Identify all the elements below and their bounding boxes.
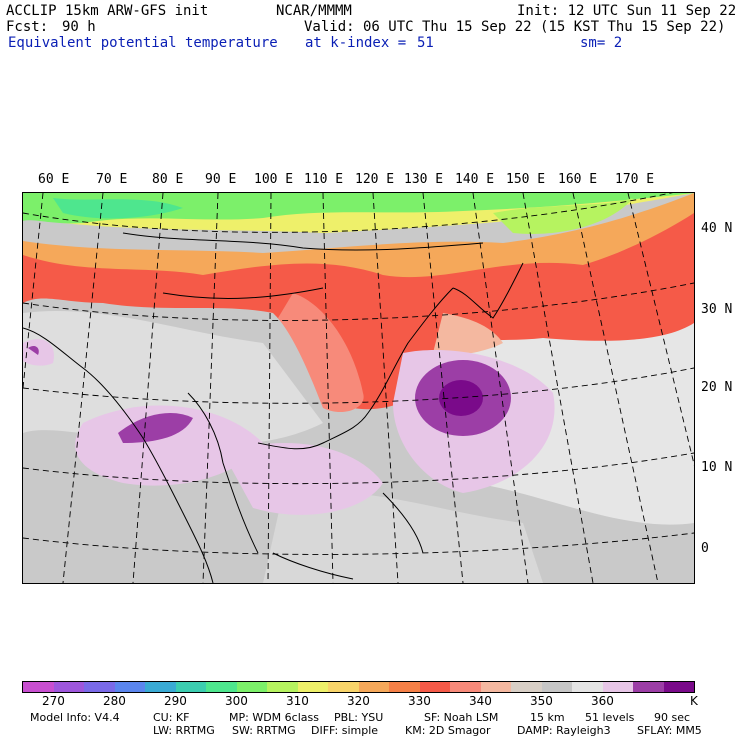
colorbar-swatch xyxy=(23,682,54,692)
lat-label: 0 xyxy=(701,541,709,556)
init-time: Init: 12 UTC Sun 11 Sep 22 xyxy=(517,3,737,19)
lat-label: 30 N xyxy=(701,302,733,317)
model-info: Model Info: V4.4 xyxy=(30,711,120,724)
lat-label: 20 N xyxy=(701,380,733,395)
colorbar-swatch xyxy=(53,682,84,692)
cumulus-scheme: CU: KF xyxy=(153,711,190,724)
colorbar-swatch xyxy=(511,682,542,692)
colorbar-tick: 280 xyxy=(103,694,126,708)
colorbar-swatch xyxy=(480,682,511,692)
field-salmon-plume xyxy=(433,313,503,355)
lon-label: 90 E xyxy=(205,172,237,187)
field-purple-patch xyxy=(28,345,39,355)
colorbar-swatch xyxy=(358,682,389,692)
coastlines xyxy=(23,232,524,583)
colorbar-swatch xyxy=(663,682,694,692)
colorbar-swatch xyxy=(84,682,115,692)
colorbar-unit: K xyxy=(690,694,698,708)
colorbar-swatch xyxy=(541,682,572,692)
lon-label: 130 E xyxy=(404,172,444,187)
field-light-grey xyxy=(23,310,323,444)
lon-label: 100 E xyxy=(254,172,294,187)
lon-label: 80 E xyxy=(152,172,184,187)
colorbar-tick: 340 xyxy=(469,694,492,708)
colorbar-tick: 360 xyxy=(591,694,614,708)
level-label: at k-index = xyxy=(305,35,407,51)
colorbar-swatch xyxy=(145,682,176,692)
surface-scheme: SF: Noah LSM xyxy=(424,711,499,724)
colorbar-swatch xyxy=(633,682,664,692)
field-orange-band xyxy=(23,193,694,278)
colorbar-swatch xyxy=(602,682,633,692)
surface-layer-scheme: SFLAY: MM5 xyxy=(637,724,702,737)
field-name: Equivalent potential temperature xyxy=(8,35,278,51)
lon-label: 170 E xyxy=(615,172,655,187)
valid-time: Valid: 06 UTC Thu 15 Sep 22 (15 KST Thu … xyxy=(304,19,726,35)
diffusion-scheme: DIFF: simple xyxy=(311,724,379,737)
time-step: 90 sec xyxy=(654,711,691,724)
field-green-patch xyxy=(493,198,633,234)
colorbar-swatch xyxy=(236,682,267,692)
colorbar-tick: 330 xyxy=(408,694,431,708)
colorbar-tick: 270 xyxy=(42,694,65,708)
grid-spacing: 15 km xyxy=(530,711,565,724)
vertical-levels: 51 levels xyxy=(585,711,635,724)
colorbar-swatch xyxy=(267,682,298,692)
forecast-label: Fcst: xyxy=(6,19,49,35)
colorbar-swatch xyxy=(297,682,328,692)
shortwave-scheme: SW: RRTMG xyxy=(232,724,296,737)
lat-label: 40 N xyxy=(701,221,733,236)
lon-label: 140 E xyxy=(455,172,495,187)
lon-label: 60 E xyxy=(38,172,70,187)
colorbar xyxy=(22,681,695,693)
colorbar-tick: 300 xyxy=(225,694,248,708)
lat-label: 10 N xyxy=(701,460,733,475)
field-salmon-plume xyxy=(278,293,364,413)
field-lavender xyxy=(75,405,263,486)
map-title: ACCLIP 15km ARW-GFS init xyxy=(6,3,209,19)
field-purple-patch xyxy=(118,413,193,443)
theta-e-map xyxy=(22,192,695,584)
level-value: 51 xyxy=(417,35,434,51)
colorbar-swatch xyxy=(328,682,359,692)
forecast-hour: 90 h xyxy=(62,19,96,35)
colorbar-swatch xyxy=(419,682,450,692)
field-warm-belt xyxy=(23,203,694,410)
graticule xyxy=(23,193,694,583)
colorbar-swatch xyxy=(389,682,420,692)
lon-label: 110 E xyxy=(304,172,344,187)
damping-scheme: DAMP: Rayleigh3 xyxy=(517,724,611,737)
colorbar-swatch xyxy=(175,682,206,692)
colorbar-tick: 350 xyxy=(530,694,553,708)
colorbar-swatch xyxy=(450,682,481,692)
colorbar-tick: 320 xyxy=(347,694,370,708)
field-green-band xyxy=(23,193,694,224)
eddy-scheme: KM: 2D Smagor xyxy=(405,724,491,737)
lon-label: 70 E xyxy=(96,172,128,187)
lon-label: 120 E xyxy=(355,172,395,187)
field-light-grey xyxy=(263,490,543,583)
colorbar-swatch xyxy=(572,682,603,692)
longwave-scheme: LW: RRTMG xyxy=(153,724,215,737)
pbl-scheme: PBL: YSU xyxy=(334,711,384,724)
typhoon-core xyxy=(439,380,483,416)
field-lavender xyxy=(223,443,383,515)
colorbar-tick: 310 xyxy=(286,694,309,708)
smoothing-label: sm= 2 xyxy=(580,35,623,51)
lon-label: 160 E xyxy=(558,172,598,187)
source-label: NCAR/MMMM xyxy=(276,3,352,19)
field-green-patch xyxy=(53,198,183,219)
lon-label: 150 E xyxy=(506,172,546,187)
colorbar-tick: 290 xyxy=(164,694,187,708)
colorbar-swatch xyxy=(206,682,237,692)
microphysics-scheme: MP: WDM 6class xyxy=(229,711,319,724)
colorbar-swatch xyxy=(114,682,145,692)
